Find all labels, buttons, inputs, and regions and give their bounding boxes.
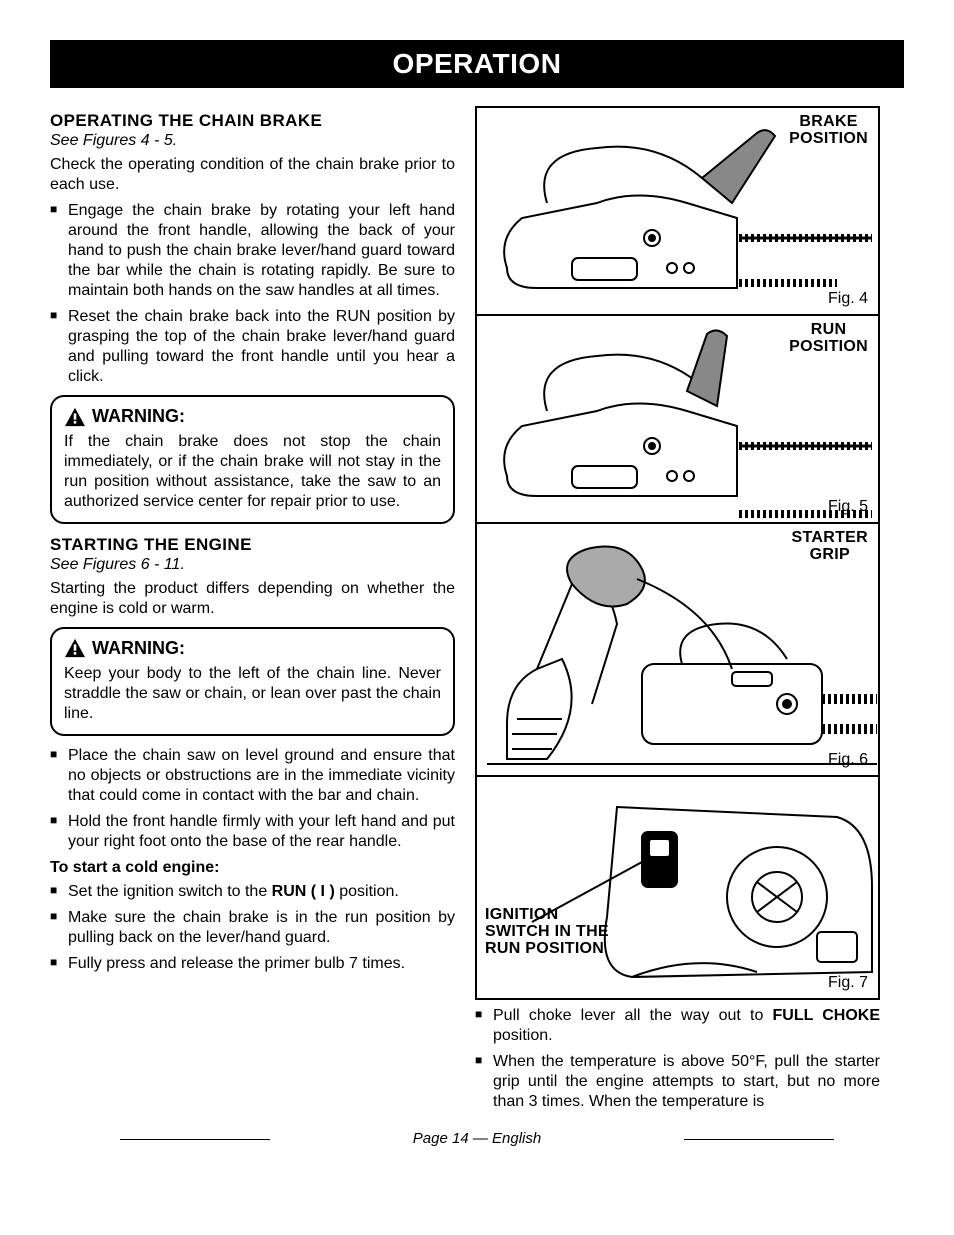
figure-5-label: Fig. 5 [828, 498, 868, 516]
cold-start-heading: To start a cold engine: [50, 858, 455, 878]
text-run: Set the ignition switch to the [68, 883, 272, 900]
list-item: Pull choke lever all the way out to FULL… [493, 1006, 880, 1046]
list-item: Set the ignition switch to the RUN ( I )… [68, 882, 455, 902]
list-item: Reset the chain brake back into the RUN … [68, 307, 455, 387]
right-column: BRAKEPOSITION Fig. 4 RUNPOSITI [475, 106, 880, 1118]
figure-7-panel: IGNITIONSWITCH IN THERUN POSITION Fig. 7 [475, 775, 880, 1000]
text-run-bold: FULL CHOKE [773, 1007, 881, 1024]
text-run: position. [493, 1027, 553, 1044]
warning-triangle-icon [64, 407, 86, 427]
figure-7-label: Fig. 7 [828, 974, 868, 992]
figure-6-caption: STARTERGRIP [792, 530, 868, 564]
section2-title: STARTING THE ENGINE [50, 534, 455, 555]
section1-figref: See Figures 4 - 5. [50, 131, 455, 151]
figure-5-caption: RUNPOSITION [789, 322, 868, 356]
list-item: Fully press and release the primer bulb … [68, 954, 455, 974]
section1-intro: Check the operating condition of the cha… [50, 155, 455, 195]
ignition-switch-diagram [477, 777, 880, 1000]
list-item: Make sure the chain brake is in the run … [68, 908, 455, 948]
figure-4-caption: BRAKEPOSITION [789, 114, 868, 148]
warning-box-2: WARNING: Keep your body to the left of t… [50, 627, 455, 736]
page-header: OPERATION [50, 40, 904, 88]
list-item: Engage the chain brake by rotating your … [68, 201, 455, 301]
figure-5-panel: RUNPOSITION Fig. 5 [475, 314, 880, 524]
section1-bullets: Engage the chain brake by rotating your … [50, 201, 455, 387]
warning-title: WARNING: [64, 405, 441, 428]
text-run: position. [335, 883, 399, 900]
two-column-layout: OPERATING THE CHAIN BRAKE See Figures 4 … [50, 106, 904, 1118]
warning-body: Keep your body to the left of the chain … [64, 664, 441, 724]
figure-6-panel: STARTERGRIP Fig. 6 [475, 522, 880, 777]
cold-start-bullets: Set the ignition switch to the RUN ( I )… [50, 882, 455, 974]
figure-4-label: Fig. 4 [828, 290, 868, 308]
warning-label: WARNING: [92, 405, 185, 428]
section1-title: OPERATING THE CHAIN BRAKE [50, 110, 455, 131]
warning-body: If the chain brake does not stop the cha… [64, 432, 441, 512]
text-run-bold: RUN ( I ) [272, 883, 335, 900]
page-footer: Page 14 — English [50, 1130, 904, 1147]
figure-6-label: Fig. 6 [828, 751, 868, 769]
figure-7-caption: IGNITIONSWITCH IN THERUN POSITION [485, 907, 609, 957]
section2-bullets: Place the chain saw on level ground and … [50, 746, 455, 852]
list-item: Place the chain saw on level ground and … [68, 746, 455, 806]
warning-label: WARNING: [92, 637, 185, 660]
right-bottom-text: Pull choke lever all the way out to FULL… [475, 1006, 880, 1112]
list-item: Hold the front handle firmly with your l… [68, 812, 455, 852]
list-item: When the temperature is above 50°F, pull… [493, 1052, 880, 1112]
figure-4-panel: BRAKEPOSITION Fig. 4 [475, 106, 880, 316]
warning-box-1: WARNING: If the chain brake does not sto… [50, 395, 455, 524]
text-run: Pull choke lever all the way out to [493, 1007, 773, 1024]
section2-intro: Starting the product differs depending o… [50, 579, 455, 619]
warning-triangle-icon [64, 638, 86, 658]
warning-title: WARNING: [64, 637, 441, 660]
section2-figref: See Figures 6 - 11. [50, 555, 455, 575]
left-column: OPERATING THE CHAIN BRAKE See Figures 4 … [50, 106, 455, 1118]
